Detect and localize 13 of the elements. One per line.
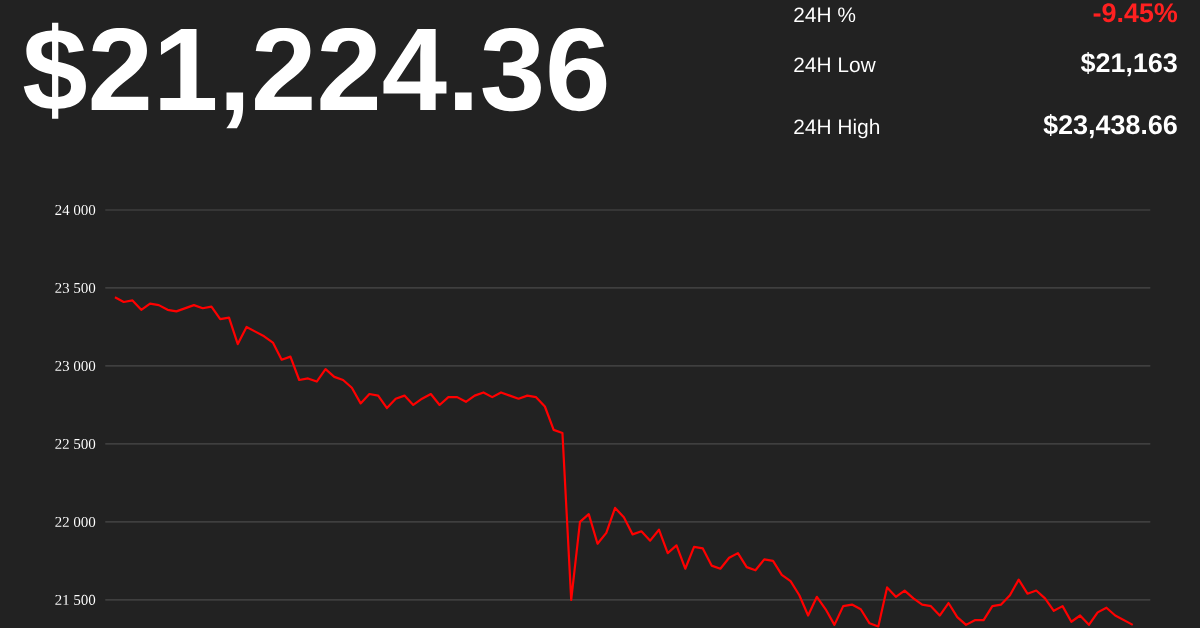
y-tick-label: 23 000 bbox=[55, 360, 96, 372]
text: 24H High bbox=[794, 118, 880, 139]
y-tick-label: 22 000 bbox=[55, 516, 96, 528]
y-tick-label: 22 500 bbox=[55, 438, 96, 450]
text: $23,438.66 bbox=[1043, 114, 1177, 139]
y-tick-label: 23 500 bbox=[55, 283, 96, 294]
y-tick-label: 21 500 bbox=[55, 594, 96, 606]
text: -9.45% bbox=[1093, 3, 1178, 23]
chart-title: $21,224.36 bbox=[23, 22, 607, 129]
y-tick-label: 24 000 bbox=[55, 205, 96, 216]
text: $21,163 bbox=[1080, 52, 1177, 77]
text: 24H Low bbox=[794, 57, 876, 73]
text: 24H % bbox=[794, 7, 856, 23]
